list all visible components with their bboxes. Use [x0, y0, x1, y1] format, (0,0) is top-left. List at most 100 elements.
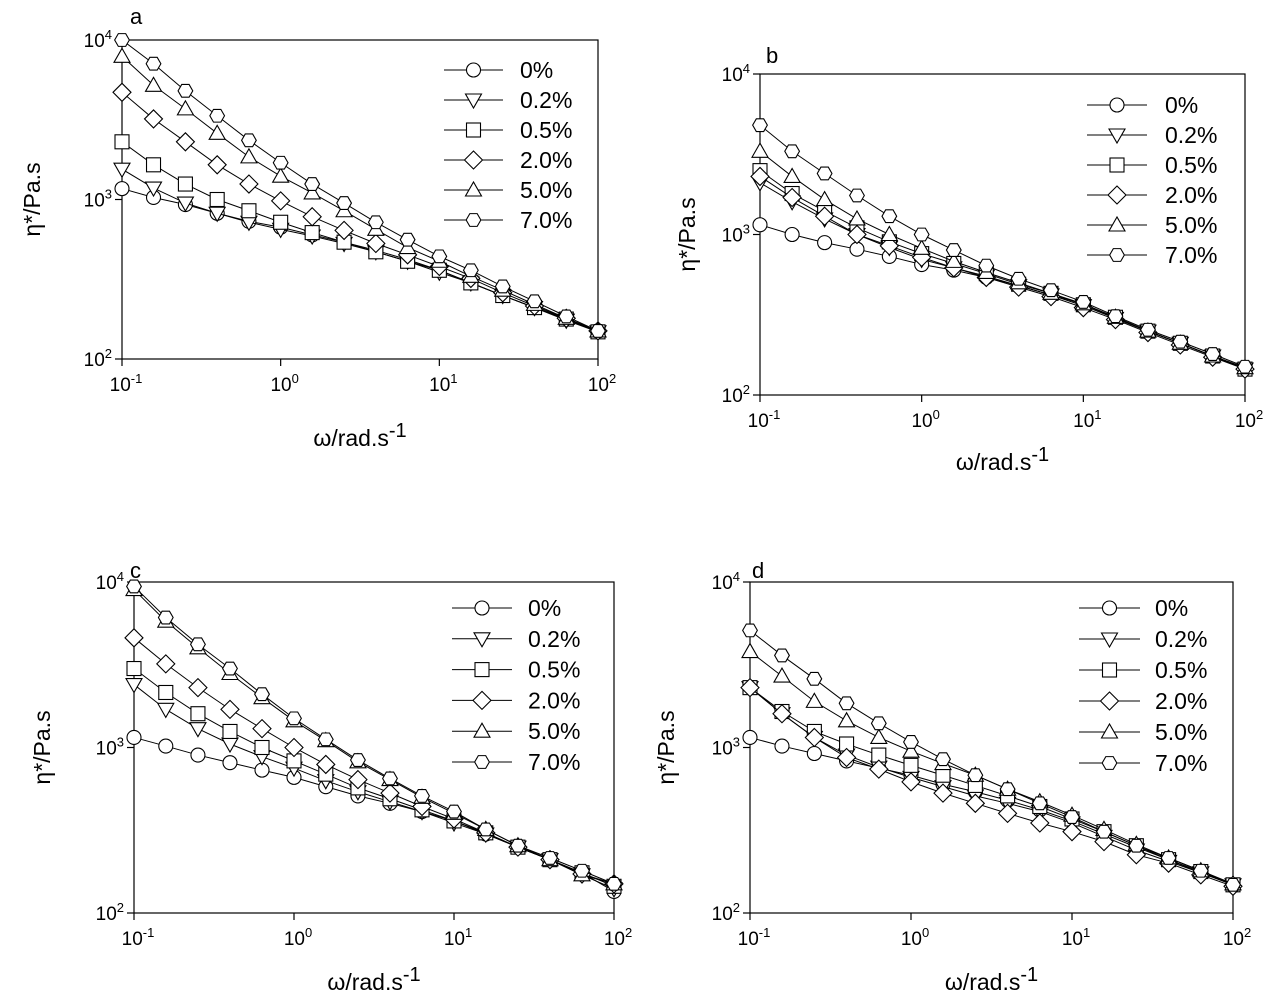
x-tick-label: 10-1: [122, 925, 155, 950]
data-point: [1128, 838, 1145, 853]
series-line: [759, 182, 1246, 370]
x-tick-label: 101: [1062, 925, 1090, 950]
data-point: [880, 225, 899, 242]
data-point: [590, 323, 606, 338]
data-point: [209, 108, 226, 123]
data-point: [742, 729, 758, 746]
legend-marker-hexagon-icon: [474, 755, 490, 769]
data-point: [1204, 347, 1221, 361]
data-point: [903, 757, 919, 773]
tick-base: 10: [1223, 929, 1244, 950]
tick-exponent: -1: [143, 925, 155, 940]
data-point: [207, 155, 227, 175]
legend-marker-triangle-up-icon: [1100, 722, 1119, 739]
tick-exponent: 4: [733, 569, 740, 584]
tick-base: 10: [429, 375, 450, 396]
panel-letter: a: [130, 4, 143, 29]
data-point: [509, 838, 526, 853]
data-point: [804, 727, 825, 748]
tick-base: 10: [712, 573, 733, 594]
legend-label: 2.0%: [520, 147, 572, 173]
y-tick-label: 104: [84, 27, 112, 52]
data-point: [239, 174, 259, 194]
data-point: [774, 738, 790, 754]
tick-exponent: -1: [131, 371, 143, 386]
legend-marker-circle-icon: [465, 62, 482, 78]
legend-marker-circle-icon: [1101, 600, 1118, 616]
y-tick-label: 102: [712, 900, 740, 925]
data-point: [114, 181, 130, 197]
x-axis-label-text: ω/rad.s: [956, 449, 1031, 475]
tick-exponent: 2: [609, 371, 616, 386]
data-point: [208, 206, 227, 223]
legend-label: 0%: [1155, 595, 1188, 621]
tick-base: 10: [722, 386, 743, 407]
data-point: [446, 804, 462, 819]
legend-marker-circle-icon: [1109, 97, 1125, 113]
x-axis-label: ω/rad.s-1: [313, 420, 406, 451]
x-tick-label: 10-1: [738, 925, 771, 950]
data-point: [254, 739, 270, 756]
legend-marker-triangle-up-icon: [1108, 215, 1126, 232]
data-point: [881, 209, 898, 224]
tick-exponent: 0: [305, 925, 312, 940]
tick-base: 10: [84, 191, 105, 212]
legend-marker-diamond-icon: [463, 150, 484, 170]
data-point: [805, 692, 824, 708]
x-tick-label: 102: [604, 925, 632, 950]
legend-label: 7.0%: [528, 749, 580, 775]
series-line: [749, 687, 1234, 886]
tick-base: 10: [588, 375, 609, 396]
data-point: [348, 769, 368, 790]
data-point: [526, 294, 543, 309]
series-line: [121, 141, 599, 333]
data-point: [901, 772, 921, 792]
tick-base: 10: [722, 226, 743, 247]
legend-label: 0.2%: [520, 87, 572, 113]
legend-label: 2.0%: [1155, 688, 1207, 714]
data-point: [999, 782, 1016, 797]
x-axis-label: ω/rad.s-1: [945, 964, 1038, 995]
data-point: [933, 783, 953, 803]
y-tick-label: 102: [722, 382, 750, 407]
data-point: [254, 687, 270, 702]
series-7.0%: [114, 33, 606, 338]
legend-item: 0.5%: [1087, 152, 1217, 178]
data-point: [175, 132, 196, 152]
series-line: [133, 589, 615, 885]
y-axis-label: η*/Pa.s: [19, 162, 45, 236]
tick-base: 10: [270, 375, 291, 396]
data-point: [773, 667, 791, 683]
legend-item: 2.0%: [444, 147, 572, 173]
data-point: [157, 610, 174, 625]
data-point: [494, 279, 511, 294]
tick-base: 10: [712, 904, 733, 925]
data-point: [399, 232, 416, 247]
tick-base: 10: [604, 929, 625, 950]
panel-d: 10-1 100 101 102102103104ω/rad.s-1η*/Pa.sd0…: [653, 558, 1251, 995]
legend-label: 7.0%: [520, 207, 572, 233]
data-point: [944, 252, 963, 268]
data-point: [189, 722, 207, 738]
data-point: [239, 147, 258, 164]
panel-letter: b: [766, 43, 778, 68]
data-point: [286, 711, 302, 726]
legend-item: 7.0%: [444, 207, 572, 233]
data-point: [541, 851, 558, 865]
data-point: [189, 637, 206, 652]
data-point: [221, 661, 238, 676]
data-point: [879, 236, 900, 256]
data-point: [304, 177, 321, 191]
data-point: [815, 190, 834, 207]
legend-item: 0%: [1079, 595, 1188, 621]
data-point: [366, 233, 386, 254]
tick-base: 10: [96, 573, 117, 594]
legend-marker-triangle-down-icon: [1108, 128, 1126, 145]
data-point: [177, 176, 193, 192]
y-tick-label: 103: [84, 187, 112, 212]
tick-exponent: -1: [769, 407, 781, 422]
legend-label: 0%: [1165, 92, 1198, 118]
data-point: [1030, 813, 1050, 833]
tick-base: 10: [284, 929, 305, 950]
data-point: [113, 162, 131, 179]
